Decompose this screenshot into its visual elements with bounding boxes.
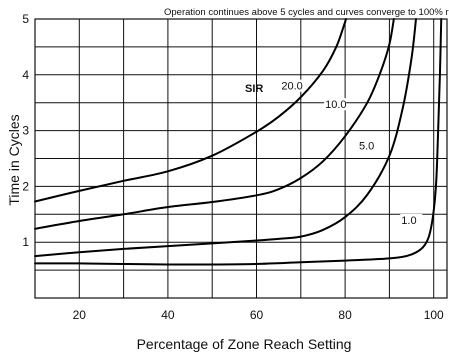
x-tick-label: 20 — [73, 308, 87, 322]
x-tick-label: 60 — [250, 308, 264, 322]
curve-sir-1-0 — [34, 18, 443, 266]
curve-sir-20-0 — [34, 18, 347, 203]
grid — [35, 19, 447, 298]
curve-sir-5-0 — [34, 18, 417, 258]
curve-label-background — [280, 79, 303, 92]
y-tick-label: 1 — [22, 235, 29, 249]
curve-label-background — [324, 98, 347, 111]
curve-label-background — [357, 139, 380, 152]
x-tick-label: 80 — [338, 308, 352, 322]
curve-group — [34, 18, 443, 266]
sir-legend-title: SIR — [245, 83, 263, 95]
y-tick-label: 2 — [22, 179, 29, 193]
plot-frame — [34, 18, 448, 299]
y-tick-label: 4 — [22, 68, 29, 82]
curve-label: 1.0 — [401, 215, 416, 227]
curve-label: 20.0 — [281, 81, 302, 93]
x-tick-label: 100 — [424, 308, 444, 322]
x-axis-title: Percentage of Zone Reach Setting — [137, 336, 352, 352]
annotation-text: Operation continues above 5 cycles and c… — [164, 7, 449, 18]
y-tick-label: 5 — [22, 12, 29, 26]
curve-sir-10-0 — [34, 18, 395, 230]
y-tick-label: 3 — [22, 124, 29, 138]
y-axis-title: Time in Cycles — [6, 114, 22, 205]
curve-label: 5.0 — [359, 141, 374, 153]
label-group: 20.0 10.0 5.0 1.0 — [280, 79, 423, 227]
curve-label: 10.0 — [325, 99, 346, 111]
curve-label-background — [400, 213, 423, 226]
tick-labels: 20 40 60 80 100 1 2 3 4 5 — [22, 12, 444, 322]
x-tick-label: 40 — [161, 308, 175, 322]
